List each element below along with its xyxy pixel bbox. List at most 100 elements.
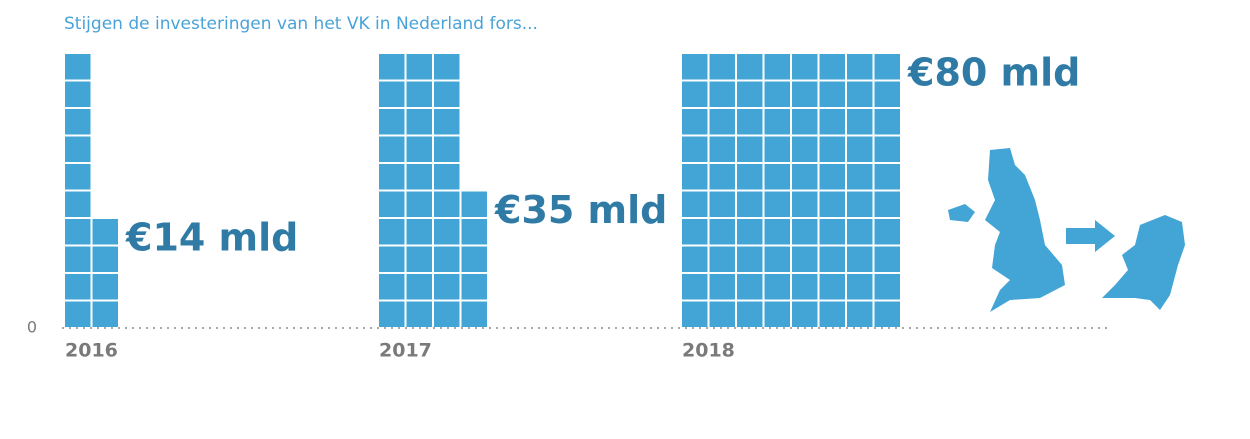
waffle-cell bbox=[379, 191, 405, 217]
map-illustration bbox=[948, 148, 1185, 312]
waffle-cell bbox=[874, 109, 900, 135]
waffle-cell bbox=[819, 109, 845, 135]
waffle-cell bbox=[461, 219, 487, 245]
waffle-cell bbox=[847, 109, 873, 135]
waffle-cell bbox=[709, 274, 735, 300]
waffle-cell bbox=[874, 219, 900, 245]
waffle-cell bbox=[434, 81, 460, 107]
waffle-cell bbox=[682, 246, 708, 272]
waffle-cell bbox=[709, 109, 735, 135]
waffle-cell bbox=[65, 136, 91, 162]
waffle-cell bbox=[792, 164, 818, 190]
waffle-cell bbox=[737, 246, 763, 272]
waffle-cell bbox=[682, 109, 708, 135]
waffle-cell bbox=[737, 301, 763, 327]
waffle-cell bbox=[737, 274, 763, 300]
waffle-cell bbox=[764, 109, 790, 135]
waffle-cell bbox=[874, 136, 900, 162]
waffle-cell bbox=[682, 81, 708, 107]
waffle-cell bbox=[709, 191, 735, 217]
waffle-cell bbox=[92, 274, 118, 300]
waffle-cell bbox=[379, 54, 405, 80]
waffle-cell bbox=[819, 246, 845, 272]
waffle-cell bbox=[819, 54, 845, 80]
waffle-cell bbox=[682, 136, 708, 162]
waffle-cell bbox=[764, 81, 790, 107]
waffle-cell bbox=[737, 191, 763, 217]
waffle-cell bbox=[406, 301, 432, 327]
waffle-cell bbox=[379, 246, 405, 272]
waffle-cell bbox=[874, 274, 900, 300]
waffle-cell bbox=[65, 109, 91, 135]
waffle-bar bbox=[379, 54, 487, 327]
waffle-cell bbox=[682, 301, 708, 327]
waffle-cell bbox=[847, 81, 873, 107]
waffle-cell bbox=[709, 219, 735, 245]
waffle-cell bbox=[434, 274, 460, 300]
value-label: €35 mld bbox=[494, 188, 667, 232]
waffle-cell bbox=[819, 219, 845, 245]
waffle-cell bbox=[792, 246, 818, 272]
value-label: €80 mld bbox=[907, 51, 1080, 95]
waffle-cell bbox=[792, 81, 818, 107]
waffle-cell bbox=[847, 301, 873, 327]
waffle-cell bbox=[792, 136, 818, 162]
waffle-cell bbox=[764, 219, 790, 245]
waffle-cell bbox=[65, 246, 91, 272]
waffle-bar bbox=[682, 54, 900, 327]
waffle-cell bbox=[406, 274, 432, 300]
waffle-cell bbox=[792, 109, 818, 135]
waffle-cell bbox=[709, 164, 735, 190]
waffle-cell bbox=[434, 164, 460, 190]
waffle-cell bbox=[792, 274, 818, 300]
waffle-cell bbox=[709, 54, 735, 80]
x-tick-label: 2018 bbox=[682, 340, 735, 362]
y-tick-label: 0 bbox=[27, 318, 37, 337]
waffle-cell bbox=[737, 219, 763, 245]
waffle-cell bbox=[379, 109, 405, 135]
waffle-cell bbox=[764, 164, 790, 190]
waffle-cell bbox=[434, 136, 460, 162]
waffle-cell bbox=[406, 81, 432, 107]
waffle-cell bbox=[847, 246, 873, 272]
waffle-cell bbox=[847, 54, 873, 80]
waffle-cell bbox=[92, 301, 118, 327]
waffle-cell bbox=[847, 164, 873, 190]
waffle-cell bbox=[92, 246, 118, 272]
waffle-cell bbox=[764, 136, 790, 162]
waffle-cell bbox=[406, 191, 432, 217]
waffle-cell bbox=[874, 191, 900, 217]
waffle-cell bbox=[461, 191, 487, 217]
x-tick-label: 2016 bbox=[65, 340, 118, 362]
waffle-bar bbox=[65, 54, 118, 327]
waffle-cell bbox=[65, 219, 91, 245]
waffle-cell bbox=[406, 54, 432, 80]
waffle-cell bbox=[461, 274, 487, 300]
waffle-cell bbox=[819, 81, 845, 107]
waffle-cell bbox=[406, 164, 432, 190]
waffle-cell bbox=[379, 274, 405, 300]
waffle-cell bbox=[406, 246, 432, 272]
waffle-cell bbox=[764, 301, 790, 327]
waffle-cell bbox=[379, 81, 405, 107]
waffle-cell bbox=[709, 136, 735, 162]
waffle-cell bbox=[819, 301, 845, 327]
waffle-cell bbox=[874, 164, 900, 190]
waffle-cell bbox=[737, 136, 763, 162]
waffle-cell bbox=[434, 54, 460, 80]
waffle-cell bbox=[709, 301, 735, 327]
waffle-cell bbox=[847, 136, 873, 162]
waffle-cell bbox=[737, 81, 763, 107]
waffle-cell bbox=[379, 301, 405, 327]
waffle-cell bbox=[65, 301, 91, 327]
waffle-cell bbox=[709, 246, 735, 272]
waffle-cell bbox=[847, 191, 873, 217]
chart-title: Stijgen de investeringen van het VK in N… bbox=[64, 14, 538, 34]
waffle-cell bbox=[874, 301, 900, 327]
waffle-cell bbox=[874, 54, 900, 80]
waffle-cell bbox=[682, 164, 708, 190]
waffle-cell bbox=[682, 191, 708, 217]
waffle-cell bbox=[764, 274, 790, 300]
waffle-cell bbox=[682, 274, 708, 300]
